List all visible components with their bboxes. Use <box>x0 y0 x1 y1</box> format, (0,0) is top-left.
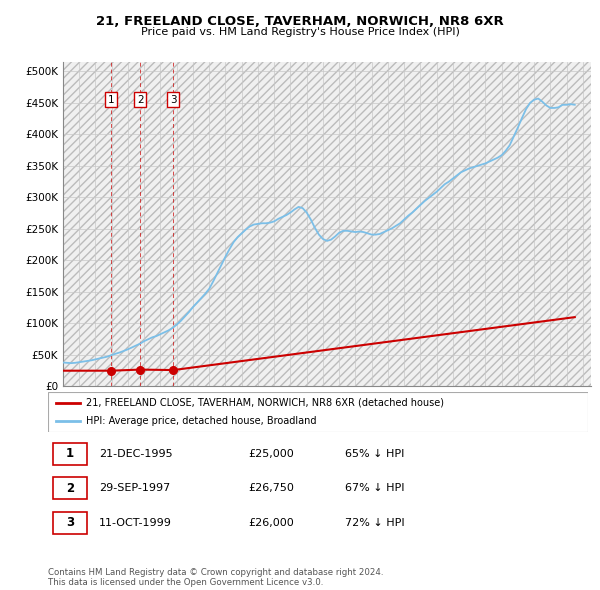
Text: 2: 2 <box>137 95 143 105</box>
Text: 21, FREELAND CLOSE, TAVERHAM, NORWICH, NR8 6XR: 21, FREELAND CLOSE, TAVERHAM, NORWICH, N… <box>96 15 504 28</box>
Text: 65% ↓ HPI: 65% ↓ HPI <box>345 449 404 459</box>
Text: 3: 3 <box>170 95 176 105</box>
FancyBboxPatch shape <box>53 442 87 465</box>
Text: 1: 1 <box>108 95 115 105</box>
Text: Contains HM Land Registry data © Crown copyright and database right 2024.
This d: Contains HM Land Registry data © Crown c… <box>48 568 383 587</box>
Text: 11-OCT-1999: 11-OCT-1999 <box>100 517 172 527</box>
Text: 3: 3 <box>66 516 74 529</box>
Text: 72% ↓ HPI: 72% ↓ HPI <box>345 517 404 527</box>
Text: £25,000: £25,000 <box>248 449 293 459</box>
Text: 21, FREELAND CLOSE, TAVERHAM, NORWICH, NR8 6XR (detached house): 21, FREELAND CLOSE, TAVERHAM, NORWICH, N… <box>86 398 444 408</box>
Text: 21-DEC-1995: 21-DEC-1995 <box>100 449 173 459</box>
Text: 67% ↓ HPI: 67% ↓ HPI <box>345 483 404 493</box>
Text: 2: 2 <box>66 481 74 495</box>
FancyBboxPatch shape <box>53 512 87 533</box>
Text: 29-SEP-1997: 29-SEP-1997 <box>100 483 170 493</box>
Text: Price paid vs. HM Land Registry's House Price Index (HPI): Price paid vs. HM Land Registry's House … <box>140 27 460 37</box>
FancyBboxPatch shape <box>53 477 87 499</box>
Text: £26,000: £26,000 <box>248 517 293 527</box>
Text: £26,750: £26,750 <box>248 483 293 493</box>
Text: 1: 1 <box>66 447 74 460</box>
Text: HPI: Average price, detached house, Broadland: HPI: Average price, detached house, Broa… <box>86 416 316 426</box>
